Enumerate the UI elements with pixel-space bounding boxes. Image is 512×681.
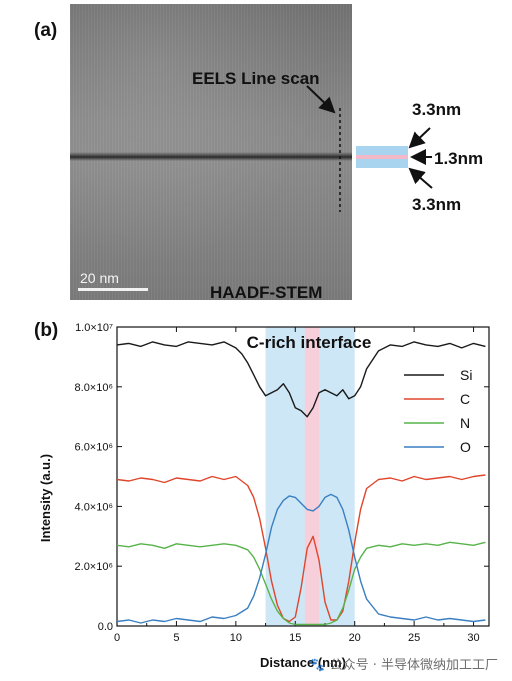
series-lines xyxy=(116,341,486,626)
x-tick-label: 25 xyxy=(408,632,420,644)
series-line-c xyxy=(116,474,486,623)
x-tick-label: 5 xyxy=(173,632,179,644)
chart-annotation: C-rich interface xyxy=(247,333,372,352)
y-tick-label: 1.0×10⁷ xyxy=(75,322,113,334)
highlight-band-1 xyxy=(304,327,320,626)
panel-a-annotations: 3.3nm 1.3nm 3.3nm xyxy=(306,85,483,214)
series-line-o xyxy=(116,493,486,624)
top-layer-arrow xyxy=(408,127,431,149)
line-scan-label: EELS Line scan xyxy=(192,69,320,88)
series-line-si xyxy=(116,341,486,418)
watermark: 🐾 公众号 · 半导体微纳加工工厂 xyxy=(309,658,498,673)
legend-label-si: Si xyxy=(460,367,472,383)
interface-dark-line xyxy=(70,152,352,161)
eels-line-profile-chart: 0 5 10 15 20 25 30 0.0 2.0×10⁶ 4.0×10⁶ 6.0×10⁶ 8.0×… xyxy=(38,322,490,670)
bottom-layer-arrow xyxy=(408,167,433,189)
line-scan-arrow xyxy=(306,85,336,114)
scale-bar xyxy=(78,288,148,291)
haadf-stem-image: 20 nm HAADF-STEM EELS Line scan xyxy=(70,4,352,300)
layer-band-top xyxy=(356,146,408,155)
x-tick-label: 10 xyxy=(230,632,242,644)
x-tick-label: 15 xyxy=(289,632,301,644)
legend-label-o: O xyxy=(460,439,471,455)
layer-band-middle xyxy=(356,155,408,159)
middle-layer-label: 1.3nm xyxy=(434,149,483,168)
plot-frame xyxy=(116,326,490,627)
bottom-layer-label: 3.3nm xyxy=(412,195,461,214)
top-layer-label: 3.3nm xyxy=(412,100,461,119)
x-tick-label: 30 xyxy=(467,632,479,644)
series-line-n xyxy=(116,541,486,626)
legend-label-c: C xyxy=(460,391,470,407)
y-tick-label: 4.0×10⁶ xyxy=(75,501,113,513)
y-tick-label: 2.0×10⁶ xyxy=(75,561,113,573)
y-axis-title: Intensity (a.u.) xyxy=(38,454,53,542)
panel-b-label: (b) xyxy=(34,320,59,341)
layer-band-bottom xyxy=(356,159,408,168)
legend: Si CNO xyxy=(404,367,472,455)
y-tick-label: 6.0×10⁶ xyxy=(75,442,113,454)
scale-bar-label: 20 nm xyxy=(80,270,119,286)
interface-bands xyxy=(265,327,355,626)
panel-a-label: (a) xyxy=(34,20,58,41)
y-tick-label: 0.0 xyxy=(98,621,113,633)
y-tick-label: 8.0×10⁶ xyxy=(75,382,113,394)
legend-label-n: N xyxy=(460,415,470,431)
x-tick-label: 0 xyxy=(114,632,120,644)
axes: 0 5 10 15 20 25 30 0.0 2.0×10⁶ 4.0×10⁶ 6.0×10⁶ 8.0×… xyxy=(75,322,490,644)
technique-label: HAADF-STEM xyxy=(210,283,323,300)
x-axis-title: Distance (nm) xyxy=(260,655,346,670)
x-tick-label: 20 xyxy=(349,632,361,644)
